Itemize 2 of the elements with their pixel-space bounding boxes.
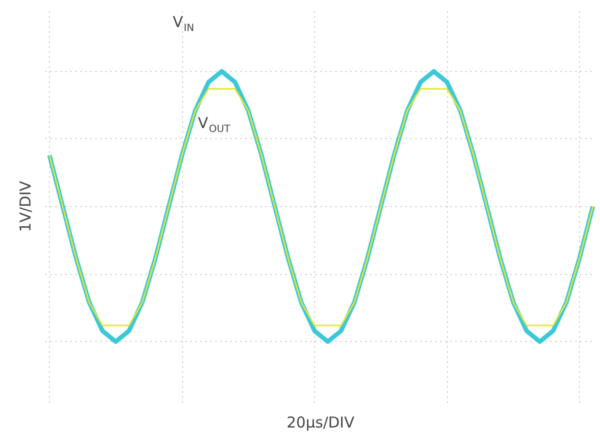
y-axis-title: 1V/DIV [16,180,34,232]
x-axis-title: 20µs/DIV [286,414,356,432]
